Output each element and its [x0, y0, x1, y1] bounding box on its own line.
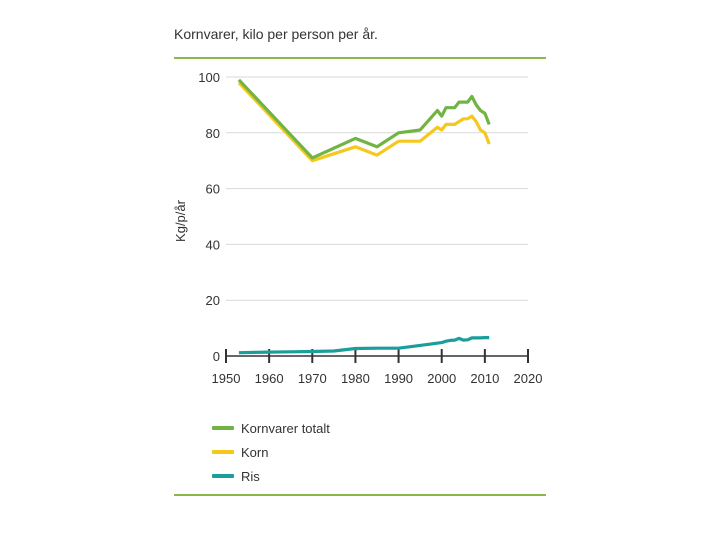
bottom-divider	[174, 494, 546, 496]
x-tick-label-1950: 1950	[212, 371, 241, 386]
y-tick-label-100: 100	[198, 70, 220, 85]
legend-swatch-korn	[212, 450, 234, 454]
y-axis-label: Kg/p/år	[173, 199, 188, 242]
legend-label-kornvarer-totalt: Kornvarer totalt	[241, 420, 330, 436]
x-tick-label-2020: 2020	[514, 371, 543, 386]
legend: Kornvarer totalt Korn Ris	[212, 416, 330, 488]
legend-swatch-kornvarer-totalt	[212, 426, 234, 430]
x-tick-label-2000: 2000	[427, 371, 456, 386]
series-line-kornvarer-totalt	[237, 78, 491, 160]
legend-label-korn: Korn	[241, 444, 269, 460]
legend-label-ris: Ris	[241, 468, 260, 484]
series-lines	[237, 78, 491, 355]
grid-lines	[226, 76, 528, 301]
y-tick-label-40: 40	[206, 237, 220, 252]
y-tick-label-60: 60	[206, 182, 220, 197]
legend-swatch-ris	[212, 474, 234, 478]
series-line-ris	[238, 336, 490, 355]
y-tick-label-0: 0	[213, 349, 220, 364]
y-tick-label-20: 20	[206, 293, 220, 308]
x-tick-label-2010: 2010	[470, 371, 499, 386]
x-axis-ticks: 1950 1960 1970 1980 1990 2000 2010 2020	[212, 349, 543, 386]
chart-title: Kornvarer, kilo per person per år.	[174, 26, 378, 42]
legend-item-kornvarer-totalt: Kornvarer totalt	[212, 416, 330, 440]
x-tick-label-1960: 1960	[255, 371, 284, 386]
x-tick-label-1990: 1990	[384, 371, 413, 386]
legend-item-korn: Korn	[212, 440, 330, 464]
top-divider	[174, 57, 546, 59]
legend-item-ris: Ris	[212, 464, 330, 488]
x-tick-label-1970: 1970	[298, 371, 327, 386]
y-tick-label-80: 80	[206, 126, 220, 141]
series-line-korn	[237, 81, 491, 163]
y-axis-ticks: 0 20 40 60 80 100	[198, 70, 220, 364]
x-tick-label-1980: 1980	[341, 371, 370, 386]
